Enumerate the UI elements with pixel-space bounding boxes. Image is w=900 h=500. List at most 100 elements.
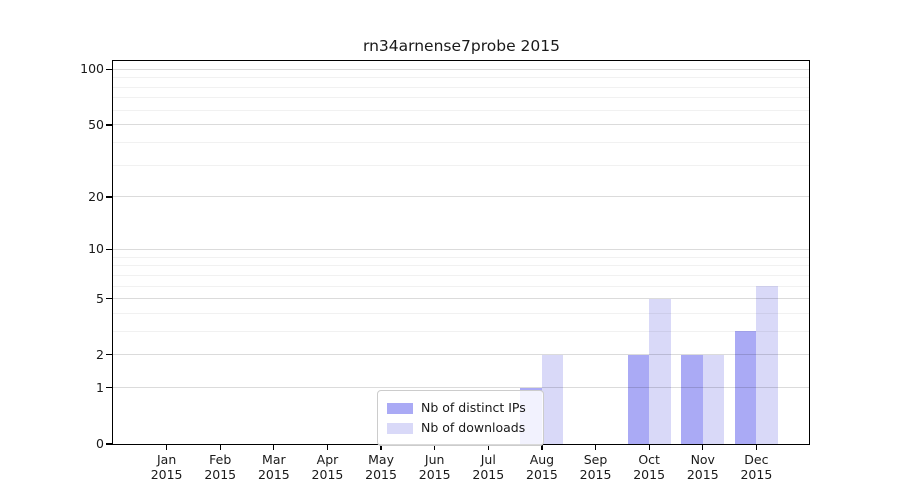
- x-tick: [434, 444, 436, 450]
- gridline-minor: [113, 274, 810, 276]
- y-tick: [106, 124, 113, 126]
- x-tick-label-month: Jan: [156, 452, 177, 467]
- x-tick-label-year: 2015: [150, 466, 183, 482]
- y-tick: [106, 248, 113, 250]
- bar-downloads: [649, 298, 671, 444]
- bar-downloads: [756, 286, 778, 444]
- x-tick-label: Sep 2015: [564, 452, 628, 482]
- y-tick-label: 2: [96, 346, 104, 362]
- bar-downloads: [702, 354, 725, 444]
- x-tick-label-year: 2015: [418, 466, 451, 482]
- y-tick: [106, 354, 113, 356]
- x-tick-label-year: 2015: [579, 466, 612, 482]
- x-tick: [648, 444, 650, 450]
- gridline-major: [113, 354, 810, 356]
- gridline-minor: [113, 86, 810, 88]
- x-tick: [594, 444, 597, 450]
- x-tick-label-year: 2015: [204, 466, 237, 482]
- x-tick-label-year: 2015: [526, 466, 558, 482]
- y-tick-label: 0: [96, 436, 104, 451]
- legend-swatch: [387, 402, 413, 414]
- x-tick-label: Feb 2015: [188, 452, 252, 482]
- x-tick-label-month: Apr: [316, 452, 339, 467]
- x-tick-label-month: Mar: [262, 452, 286, 467]
- gridline-minor: [113, 285, 810, 287]
- gridline-major: [113, 298, 810, 300]
- y-tick-label: 100: [80, 61, 104, 77]
- gridline-major: [113, 124, 810, 126]
- gridline-minor: [113, 164, 810, 166]
- x-tick-label-month: May: [368, 452, 394, 467]
- x-tick: [755, 444, 758, 450]
- gridline-minor: [113, 256, 810, 258]
- y-tick: [106, 297, 113, 300]
- x-tick-label: Jun 2015: [403, 452, 467, 482]
- x-tick-label-month: Nov: [690, 452, 715, 467]
- x-tick-label: Jul 2015: [456, 452, 520, 482]
- gridline-minor: [113, 312, 810, 314]
- x-tick: [165, 444, 168, 450]
- x-tick: [273, 444, 275, 450]
- x-tick-label: Dec 2015: [724, 452, 788, 482]
- x-tick-label: Nov 2015: [671, 452, 735, 482]
- legend: Nb of distinct IPs Nb of downloads: [377, 390, 544, 446]
- x-tick: [541, 444, 543, 450]
- y-tick-label: 10: [88, 241, 104, 257]
- gridline-major: [113, 248, 810, 250]
- y-tick-label: 5: [96, 290, 104, 306]
- x-tick: [702, 444, 704, 450]
- y-tick: [106, 68, 113, 71]
- gridline-minor: [113, 97, 810, 99]
- x-tick-label-month: Dec: [744, 452, 769, 467]
- x-tick-label-month: Jun: [424, 452, 445, 467]
- y-tick: [106, 196, 113, 198]
- x-tick-label-year: 2015: [633, 466, 666, 482]
- chart-title: rn34arnense7probe 2015: [362, 37, 560, 55]
- legend-row: Nb of downloads: [387, 418, 535, 438]
- x-tick-label-year: 2015: [257, 466, 290, 482]
- y-tick-label: 1: [96, 379, 104, 395]
- x-tick-label-year: 2015: [365, 466, 397, 482]
- x-tick: [487, 444, 489, 450]
- grid-layer: [113, 61, 810, 444]
- gridline-minor: [113, 77, 810, 79]
- x-tick-label-month: Jul: [480, 452, 496, 467]
- x-tick-label-month: Aug: [529, 452, 555, 467]
- legend-label: Nb of distinct IPs: [421, 400, 526, 415]
- y-tick-label: 20: [88, 188, 104, 204]
- x-tick-label-year: 2015: [686, 466, 719, 482]
- x-tick: [219, 444, 221, 450]
- x-tick-label-month: Oct: [638, 452, 660, 467]
- x-tick-label: Jan 2015: [135, 452, 199, 482]
- x-tick: [326, 444, 329, 450]
- bar-downloads: [541, 354, 564, 444]
- x-tick-label-year: 2015: [740, 466, 773, 482]
- x-tick: [380, 444, 382, 450]
- y-tick: [106, 443, 113, 445]
- gridline-minor: [113, 265, 810, 267]
- x-tick-label-year: 2015: [472, 466, 505, 482]
- x-tick-label-month: Feb: [209, 452, 232, 467]
- x-tick-label: Aug 2015: [510, 452, 574, 482]
- legend-label: Nb of downloads: [421, 420, 526, 435]
- gridline-minor: [113, 330, 810, 332]
- x-tick-label: May 2015: [349, 452, 413, 482]
- x-tick-label: Oct 2015: [617, 452, 681, 482]
- bar-distinct-ips: [681, 354, 703, 444]
- x-tick-label-year: 2015: [311, 466, 344, 482]
- x-tick-label: Apr 2015: [295, 452, 359, 482]
- y-tick-label: 50: [88, 116, 104, 132]
- x-tick-label: Mar 2015: [242, 452, 306, 482]
- gridline-minor: [113, 142, 810, 144]
- bar-distinct-ips: [734, 331, 757, 444]
- y-tick: [106, 387, 113, 389]
- legend-row: Nb of distinct IPs: [387, 398, 535, 418]
- gridline-major: [113, 387, 810, 389]
- bars-layer: [113, 61, 810, 444]
- legend-swatch: [387, 422, 413, 434]
- x-tick-label-month: Sep: [583, 452, 608, 467]
- axis-decor-layer: 0 1 2 5 10 20 50 100 Jan 2015 Feb 2015 Mar 2015 Apr 201…: [80, 61, 810, 481]
- plot-area: 0 1 2 5 10 20 50 100 Jan 2015 Feb 2015 Mar 2015 Apr 201…: [80, 61, 810, 481]
- gridline-major: [113, 196, 810, 198]
- gridline-minor: [113, 109, 810, 111]
